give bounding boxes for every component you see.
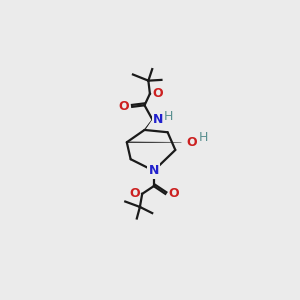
Text: H: H: [199, 131, 208, 144]
Text: H: H: [164, 110, 173, 123]
Text: O: O: [152, 87, 163, 100]
Text: O: O: [118, 100, 129, 113]
Text: N: N: [153, 113, 164, 126]
Text: O: O: [129, 187, 140, 200]
Text: N: N: [148, 164, 159, 177]
Text: O: O: [168, 187, 179, 200]
Polygon shape: [144, 119, 152, 130]
Text: O: O: [186, 136, 197, 149]
